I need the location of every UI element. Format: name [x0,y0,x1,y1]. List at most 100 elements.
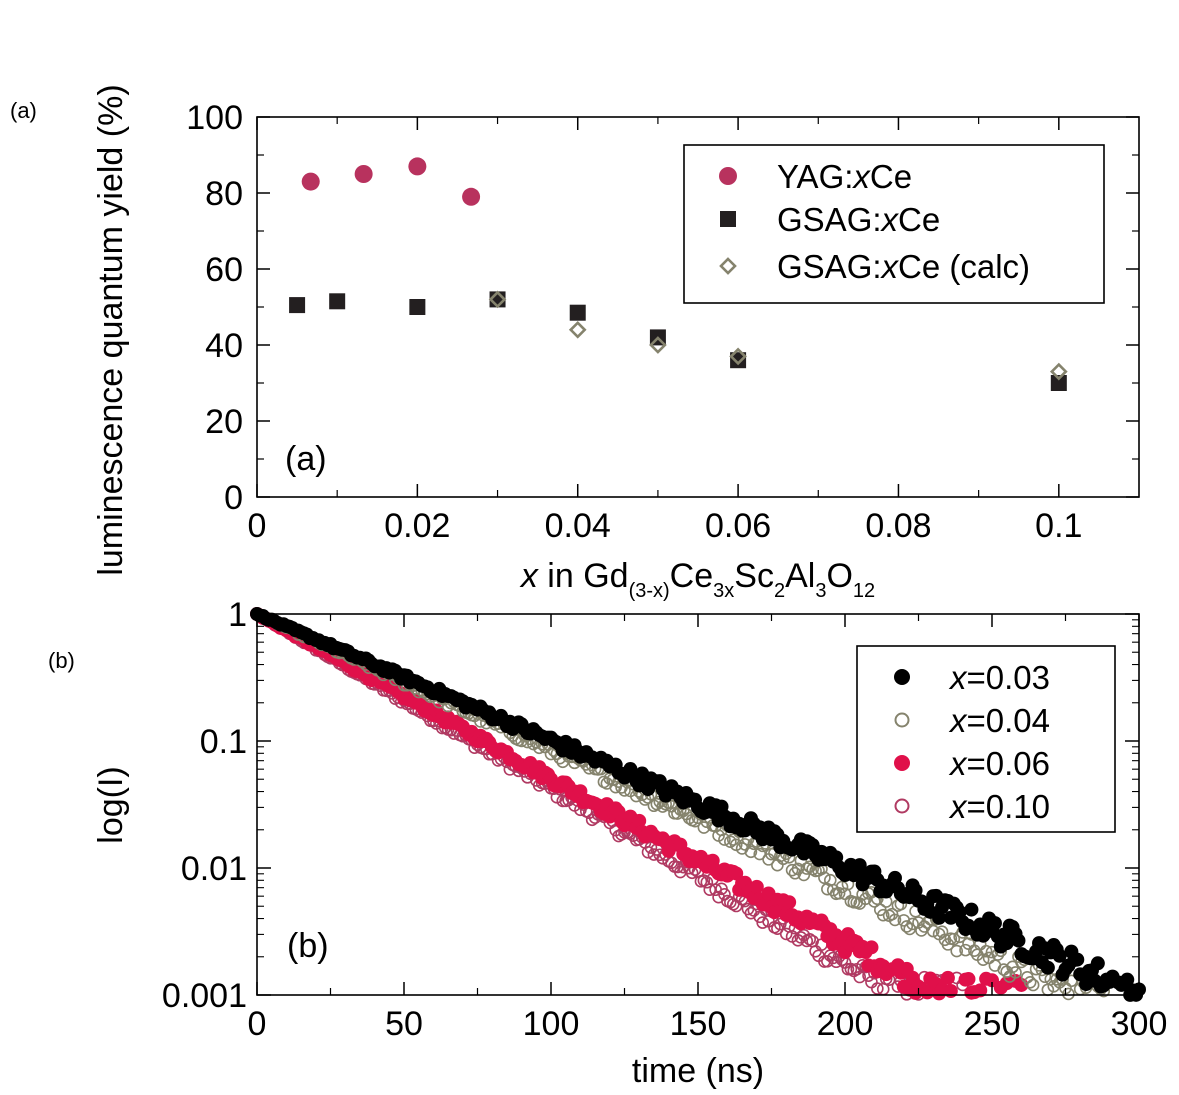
point-decay-x004 [979,944,993,958]
point-decay-x004 [876,908,890,922]
xtick-label-b: 150 [670,1005,727,1043]
legend-label-yag: YAG:xCe [777,158,912,195]
xlabel-a-o: O [826,557,852,595]
point-decay-x004 [888,913,902,927]
xlabel-a-sub5: 12 [853,580,875,602]
legend-marker-x003 [894,669,910,685]
point-decay-x004 [947,932,961,946]
point-gsag [1050,375,1067,391]
xlabel-a: x in Gd(3-x)Ce3xSc2Al3O12 [519,557,875,602]
xlabel-a-ce: Ce [670,557,713,595]
point-decay-x003 [1120,972,1135,987]
panel-tag-a: (a) [285,440,327,478]
ylabel-b: log(I) [92,766,130,843]
legend-label-calc: GSAG:xCe (calc) [777,248,1030,285]
xlabel-a-sc: Sc [734,557,774,595]
legend-marker-calc [719,257,737,275]
point-decay-x010 [756,916,769,929]
xlabel-a-al: Al [785,557,815,595]
point-gsag [289,297,306,314]
point-decay-x006 [961,972,976,987]
point-decay-x006 [632,813,647,828]
xlabel-a-x: x [519,557,539,595]
point-yag [408,157,427,176]
ytick-label-a: 100 [186,99,243,137]
xlabel-a-sub3: 2 [774,580,785,602]
point-decay-x006 [749,879,764,894]
ytick-label-b: 0.001 [162,977,247,1015]
point-decay-x004 [900,920,914,933]
legend-marker-x006 [894,755,910,771]
corner-label-a: (a) [10,98,37,123]
legend-box-a [683,144,1105,304]
point-yag [301,172,320,191]
xtick-label-b: 0 [248,1005,267,1043]
point-decay-x003 [1090,956,1105,971]
xlabel-b: time (ns) [632,1052,764,1090]
ytick-label-a: 20 [205,403,243,441]
point-decay-x004 [682,811,696,825]
legend-label-x010: x=0.10 [948,788,1050,825]
ytick-label-a: 0 [224,479,243,517]
corner-label-b: (b) [48,648,75,673]
legend-marker-yag [719,167,737,185]
xlabel-a-sub4: 3 [815,580,826,602]
point-decay-x004 [697,821,711,834]
point-decay-x006 [973,983,988,998]
point-gsag [329,293,346,310]
panel-tag-b: (b) [287,927,329,965]
axis-ticks-b: 0 50 100 150 200 250 300 0.001 0.01 0.1 1 [162,596,1167,1043]
point-decay-x004 [906,917,919,931]
point-decay-x003 [964,902,979,917]
point-decay-x004 [926,924,940,938]
ytick-label-b: 0.1 [200,723,247,761]
point-decay-x004 [650,797,664,811]
xtick-label-a: 0.08 [865,507,931,545]
xtick-label-b: 250 [964,1005,1021,1043]
point-decay-x004 [935,925,949,939]
point-gsag [730,352,747,369]
xlabel-a-sub1: (3-x) [629,580,670,602]
xlabel-a-rest: in Gd [538,557,629,595]
legend-marker-x004 [894,712,910,728]
point-decay-x010 [871,982,884,995]
legend-b: x=0.03 x=0.04 x=0.06 x=0.10 [856,645,1116,833]
point-decay-x004 [797,868,811,882]
xtick-label-b: 50 [385,1005,423,1043]
ytick-label-a: 60 [205,251,243,289]
legend-label-x004: x=0.04 [948,702,1050,739]
point-gsag [569,304,586,321]
point-decay-x003 [1040,960,1055,975]
ytick-label-a: 40 [205,327,243,365]
legend-label-x006: x=0.06 [948,745,1050,782]
point-decay-x006 [943,984,958,999]
ytick-label-a: 80 [205,175,243,213]
ylabel-a: luminescence quantum yield (%) [92,84,130,575]
xtick-label-b: 300 [1111,1005,1168,1043]
xtick-label-a: 0.02 [384,507,450,545]
point-decay-x004 [1026,978,1040,992]
point-decay-x010 [779,927,793,941]
point-decay-x004 [618,784,631,797]
xtick-label-a: 0.06 [705,507,771,545]
point-calc [568,320,587,339]
point-decay-x010 [826,951,840,965]
panel-a: (a) 0 0.02 0.04 0.06 0.08 0.1 0 20 40 60 80 100 (a)… [10,84,1140,602]
point-decay-x004 [835,880,849,894]
point-decay-x010 [718,887,731,901]
point-yag [462,187,481,206]
point-decay-x003 [1070,952,1085,967]
point-decay-x004 [959,943,972,957]
point-decay-x003 [987,916,1002,931]
point-calc [1049,362,1068,381]
point-decay-x003 [796,846,811,861]
legend-label-x003: x=0.03 [948,659,1050,696]
xlabel-a-sub2: 3x [713,580,734,602]
point-decay-x003 [1011,933,1026,948]
point-gsag [409,299,426,315]
xtick-label-b: 100 [523,1005,580,1043]
ytick-label-b: 0.01 [181,850,247,888]
